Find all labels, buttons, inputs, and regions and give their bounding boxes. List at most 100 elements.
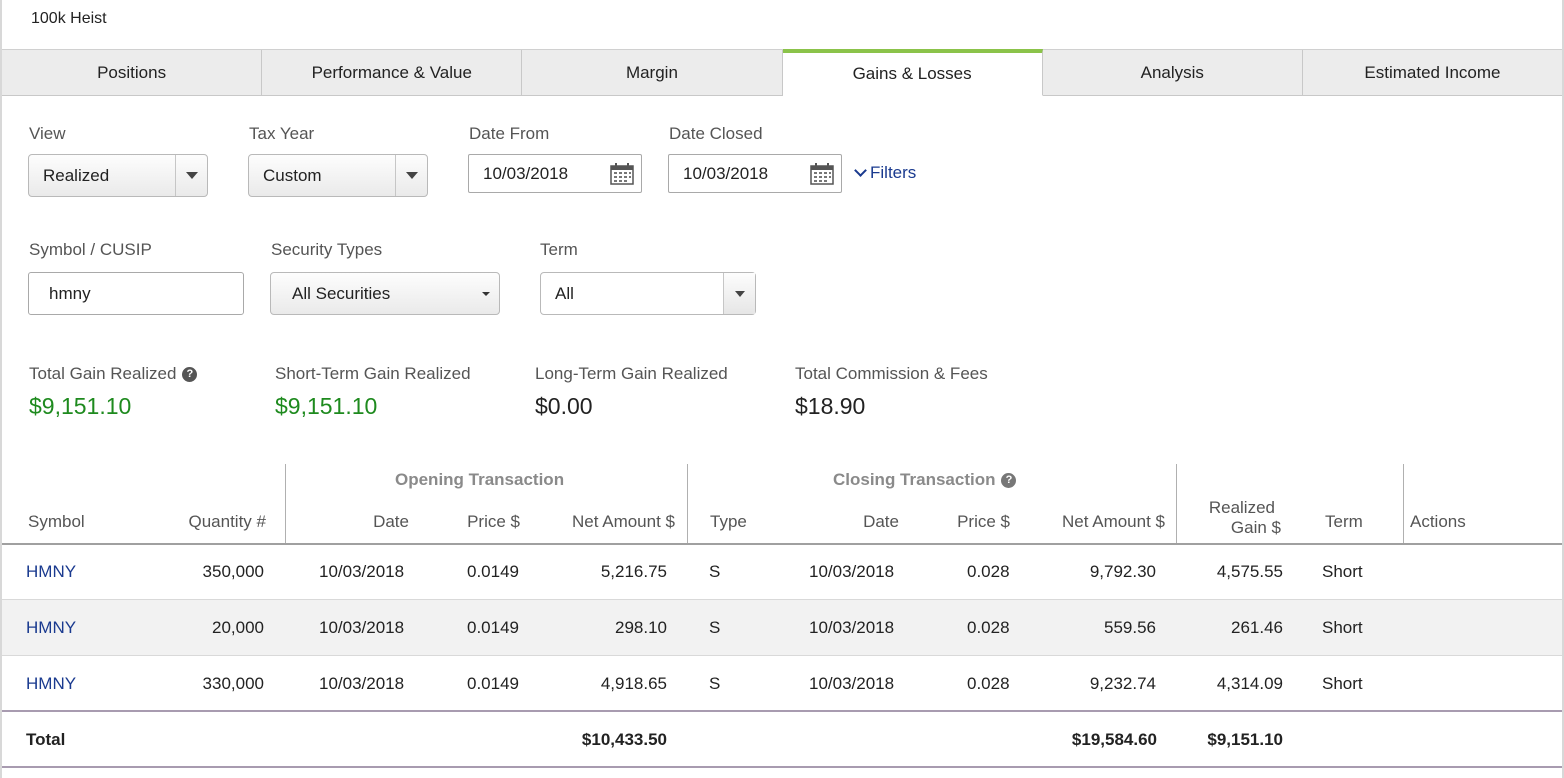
calendar-icon[interactable] — [610, 162, 634, 185]
close-date-cell: 10/03/2018 — [809, 674, 895, 693]
total-gain-value: $9,151.10 — [29, 393, 132, 419]
close-price-cell: 0.028 — [967, 674, 1010, 693]
chevron-down-icon — [175, 155, 207, 196]
col-close-price[interactable]: Price $ — [957, 512, 1010, 531]
open-net-cell: 5,216.75 — [600, 562, 667, 581]
security-types-label: Security Types — [271, 240, 383, 259]
date-from-input[interactable]: 10/03/2018 — [468, 154, 642, 193]
col-symbol[interactable]: Symbol — [28, 512, 85, 531]
short-term-label: Short-Term Gain Realized — [275, 364, 471, 383]
tab-performance-value[interactable]: Performance & Value — [262, 50, 523, 95]
close-net-cell: 559.56 — [1104, 618, 1156, 637]
total-gain-label: Total Gain Realized ? — [29, 364, 198, 384]
term-cell: Short — [1322, 562, 1363, 581]
col-type[interactable]: Type — [710, 512, 747, 531]
term-select[interactable]: All — [540, 272, 756, 315]
close-date-cell: 10/03/2018 — [809, 562, 895, 581]
help-icon[interactable]: ? — [1001, 472, 1017, 488]
open-price-cell: 0.0149 — [467, 562, 519, 581]
chevron-down-icon — [854, 164, 867, 177]
open-price-cell: 0.0149 — [467, 674, 519, 693]
term-value: All — [555, 283, 574, 303]
close-date-cell: 10/03/2018 — [809, 618, 895, 637]
open-date-cell: 10/03/2018 — [319, 674, 405, 693]
date-from-label: Date From — [469, 124, 550, 143]
tab-gains-losses[interactable]: Gains & Losses — [782, 49, 1043, 96]
tax-year-value: Custom — [263, 165, 322, 185]
open-net-cell: 298.10 — [615, 618, 667, 637]
total-divider — [2, 710, 1562, 712]
calendar-icon[interactable] — [810, 162, 834, 185]
tab-positions[interactable]: Positions — [2, 50, 263, 95]
commission-value: $18.90 — [795, 393, 866, 419]
type-cell: S — [709, 674, 721, 693]
security-types-value: All Securities — [292, 283, 391, 303]
gain-cell: 4,575.55 — [1216, 562, 1283, 581]
view-label: View — [29, 124, 66, 143]
long-term-value: $0.00 — [535, 393, 593, 419]
type-cell: S — [709, 562, 721, 581]
tax-year-label: Tax Year — [249, 124, 315, 143]
col-open-price[interactable]: Price $ — [467, 512, 520, 531]
table-row — [2, 656, 1562, 712]
closing-transaction-heading-text: Closing Transaction — [833, 470, 996, 489]
tab-analysis[interactable]: Analysis — [1042, 50, 1303, 95]
tab-margin[interactable]: Margin — [522, 50, 783, 95]
security-types-select[interactable]: All Securities — [270, 272, 500, 315]
close-net-cell: 9,232.74 — [1089, 674, 1156, 693]
tab-bar: Positions Performance & Value Margin Gai… — [2, 49, 1563, 96]
symbol-input[interactable]: hmny — [28, 272, 244, 315]
quantity-cell: 20,000 — [212, 618, 264, 637]
header-divider — [2, 543, 1562, 545]
filters-link-label: Filters — [870, 163, 917, 182]
closing-transaction-heading: Closing Transaction ? — [833, 470, 1017, 490]
date-closed-label: Date Closed — [669, 124, 763, 143]
term-cell: Short — [1322, 674, 1363, 693]
symbol-link[interactable]: HMNY — [26, 674, 77, 693]
view-value: Realized — [43, 165, 110, 185]
total-open-net: $10,433.50 — [581, 730, 667, 749]
help-icon[interactable]: ? — [182, 366, 198, 382]
filters-toggle-link[interactable]: Filters — [854, 163, 917, 183]
col-quantity[interactable]: Quantity # — [188, 512, 267, 531]
quantity-cell: 330,000 — [202, 674, 264, 693]
row-divider — [2, 655, 1562, 656]
view-select[interactable]: Realized — [28, 154, 208, 197]
total-gain-label-text: Total Gain Realized — [29, 364, 177, 383]
col-realized-gain-line1: Realized — [1208, 498, 1275, 517]
type-cell: S — [709, 618, 721, 637]
date-from-value: 10/03/2018 — [483, 163, 569, 183]
symbol-link[interactable]: HMNY — [26, 618, 77, 637]
col-close-net[interactable]: Net Amount $ — [1061, 512, 1165, 531]
open-date-cell: 10/03/2018 — [319, 618, 405, 637]
tab-estimated-income[interactable]: Estimated Income — [1302, 50, 1563, 95]
col-close-date[interactable]: Date — [863, 512, 899, 531]
total-close-net: $19,584.60 — [1071, 730, 1157, 749]
tax-year-select[interactable]: Custom — [248, 154, 428, 197]
short-term-value: $9,151.10 — [275, 393, 378, 419]
col-open-net[interactable]: Net Amount $ — [571, 512, 675, 531]
opening-transaction-heading: Opening Transaction — [395, 470, 565, 489]
symbol-link[interactable]: HMNY — [26, 562, 77, 581]
commission-label: Total Commission & Fees — [795, 364, 988, 383]
close-net-cell: 9,792.30 — [1089, 562, 1156, 581]
table-bottom-border — [2, 766, 1562, 768]
account-title: 100k Heist — [31, 10, 107, 27]
date-closed-input[interactable]: 10/03/2018 — [668, 154, 842, 193]
open-date-cell: 10/03/2018 — [319, 562, 405, 581]
long-term-label: Long-Term Gain Realized — [535, 364, 728, 383]
col-open-date[interactable]: Date — [373, 512, 409, 531]
chevron-down-icon — [723, 273, 755, 314]
table-row — [2, 545, 1562, 601]
total-label: Total — [26, 730, 66, 749]
divider — [1176, 464, 1177, 544]
open-net-cell: 4,918.65 — [600, 674, 667, 693]
close-price-cell: 0.028 — [967, 562, 1010, 581]
open-price-cell: 0.0149 — [467, 618, 519, 637]
symbol-label: Symbol / CUSIP — [29, 240, 152, 259]
term-cell: Short — [1322, 618, 1363, 637]
col-term[interactable]: Term — [1325, 512, 1363, 531]
col-realized-gain[interactable]: Realized Gain $ — [1180, 498, 1281, 538]
col-actions: Actions — [1410, 512, 1466, 531]
